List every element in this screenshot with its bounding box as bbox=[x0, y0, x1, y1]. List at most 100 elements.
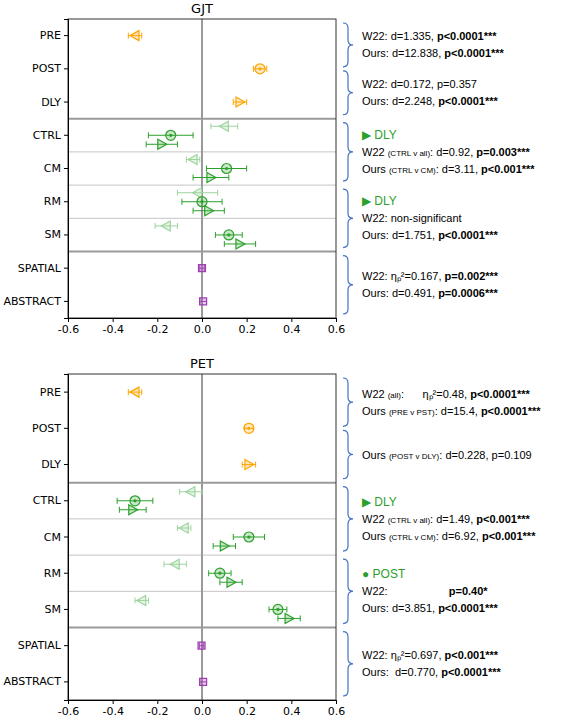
x-tick: -0.2 bbox=[147, 318, 168, 336]
x-tick-mark bbox=[202, 700, 203, 704]
marker bbox=[219, 121, 228, 131]
y-tick: SPATIAL bbox=[18, 262, 68, 275]
annotation: Ours (POST v DLY): d=0.228, p=0.109 bbox=[343, 430, 532, 478]
x-tick-mark bbox=[157, 318, 158, 322]
annotation-header: ● POST bbox=[362, 567, 406, 581]
annotation-text: p<0.0001*** bbox=[438, 229, 498, 241]
annotation-text: p<0.001*** bbox=[445, 649, 499, 661]
y-tick: DLY bbox=[41, 96, 68, 109]
annotation: W22: ηₚ²=0.167, p=0.002***Ours: d=0.491,… bbox=[343, 256, 499, 314]
chart-title: GJT bbox=[191, 1, 213, 16]
y-tick-mark bbox=[64, 500, 68, 501]
annotation-text: (POST v DLY) bbox=[389, 452, 440, 461]
annotation-text: (CTRL v CM) bbox=[389, 533, 436, 542]
marker-ring bbox=[224, 230, 234, 240]
annotation-line: Ours: d=2.248, p<0.0001*** bbox=[362, 95, 498, 107]
y-tick-label: DLY bbox=[41, 458, 61, 471]
brace bbox=[343, 559, 353, 623]
x-tick-mark bbox=[247, 318, 248, 322]
annotation-text: p=0.40* bbox=[449, 585, 489, 597]
annotation: W22: d=0.172, p=0.357Ours: d=2.248, p<0.… bbox=[343, 71, 498, 115]
plot-frame bbox=[68, 374, 336, 700]
marker bbox=[179, 523, 188, 533]
y-tick-label: RM bbox=[44, 567, 61, 580]
y-tick: CTRL bbox=[33, 129, 68, 142]
x-tick: 0.0 bbox=[194, 700, 212, 718]
y-tick-mark bbox=[64, 102, 68, 103]
y-tick-mark bbox=[64, 428, 68, 429]
annotation-text: W22: ηₚ²=0.167, bbox=[362, 270, 445, 283]
annotation-text: : d=3.11, bbox=[436, 163, 481, 175]
x-tick-mark bbox=[113, 700, 114, 704]
y-tick-mark bbox=[64, 168, 68, 169]
marker bbox=[197, 197, 207, 207]
y-tick-label: ABSTRACT bbox=[3, 295, 61, 308]
annotation-text: Ours bbox=[362, 163, 389, 175]
marker bbox=[236, 239, 245, 249]
y-tick-mark bbox=[64, 645, 68, 646]
annotation-line: Ours: d=12.838, p<0.0001*** bbox=[362, 47, 505, 59]
annotation: W22: d=1.335, p<0.0001*** Ours: d=12.838,… bbox=[343, 23, 505, 67]
annotation-text: W22: non-significant bbox=[362, 212, 462, 224]
marker bbox=[224, 230, 234, 240]
marker bbox=[244, 423, 254, 433]
y-tick-mark bbox=[64, 301, 68, 302]
x-tick-mark bbox=[291, 318, 292, 322]
y-axis: PREPOSTDLYCTRLCMRMSMSPATIALABSTRACT bbox=[3, 375, 68, 701]
x-tick-mark bbox=[113, 318, 114, 322]
x-tick-label: 0.0 bbox=[194, 323, 212, 336]
x-tick: 0.2 bbox=[238, 318, 256, 336]
x-tick: 0.6 bbox=[328, 318, 346, 336]
marker-ring bbox=[215, 568, 225, 578]
x-tick-mark bbox=[202, 318, 203, 322]
annotation-line: W22: d=1.335, p<0.0001*** bbox=[362, 30, 497, 42]
marker bbox=[227, 577, 236, 587]
x-tick-mark bbox=[336, 318, 337, 322]
annotation-line: W22: p=0.40* bbox=[362, 585, 488, 597]
y-tick-mark bbox=[64, 537, 68, 538]
brace bbox=[343, 378, 353, 426]
y-tick: PRE bbox=[40, 29, 68, 42]
panel: GJT-0.6-0.4-0.20.00.20.40.6PREPOSTDLYCTR… bbox=[3, 1, 535, 336]
marker-dot bbox=[258, 67, 261, 70]
y-axis-line bbox=[64, 375, 69, 701]
annotation-text: p=0.002*** bbox=[445, 270, 499, 282]
annotation-text: (CTRL v all) bbox=[388, 516, 431, 525]
marker bbox=[137, 595, 146, 605]
annotation-text: Ours bbox=[362, 449, 389, 461]
marker-dot bbox=[169, 134, 172, 137]
y-tick-mark bbox=[64, 392, 68, 393]
zero-line bbox=[201, 19, 203, 318]
annotation-line: W22: ηₚ²=0.697, p<0.001*** bbox=[362, 649, 499, 662]
y-tick-label: DLY bbox=[41, 96, 61, 109]
y-tick: CM bbox=[44, 531, 68, 544]
annotation: ▶ DLYW22 (CTRL v all): d=1.49, p<0.001**… bbox=[343, 487, 536, 551]
annotation: W22 (all): ηₚ²=0.48, p<0.0001***Ours (PR… bbox=[343, 378, 541, 426]
marker bbox=[220, 541, 229, 551]
annotation-line: W22: ηₚ²=0.167, p=0.002*** bbox=[362, 270, 499, 283]
marker bbox=[200, 298, 207, 305]
y-tick: RM bbox=[44, 195, 68, 208]
annotation-text: p<0.0001*** bbox=[481, 405, 541, 417]
marker-dot bbox=[133, 499, 136, 502]
x-tick-label: 0.2 bbox=[238, 705, 256, 718]
x-tick: 0.2 bbox=[238, 700, 256, 718]
marker bbox=[245, 460, 254, 470]
y-tick-label: CTRL bbox=[33, 494, 62, 507]
annotation-text: p<0.0001*** bbox=[437, 30, 497, 42]
y-tick: ABSTRACT bbox=[3, 295, 68, 308]
annotation-text: W22: bbox=[362, 585, 449, 597]
y-axis-line bbox=[64, 20, 69, 319]
annotation-text: p=0.0006*** bbox=[438, 287, 498, 299]
y-tick-label: CTRL bbox=[33, 129, 62, 142]
y-tick-label: POST bbox=[32, 62, 61, 75]
marks bbox=[117, 387, 300, 685]
marker bbox=[236, 97, 245, 107]
x-tick: 0.4 bbox=[283, 700, 301, 718]
x-tick-mark bbox=[336, 700, 337, 704]
brace bbox=[343, 23, 353, 67]
annotation-text: p<0.0001*** bbox=[441, 666, 501, 678]
annotation-text: p<0.001*** bbox=[481, 163, 535, 175]
x-tick-label: 0.0 bbox=[194, 705, 212, 718]
x-tick-label: -0.2 bbox=[147, 323, 168, 336]
